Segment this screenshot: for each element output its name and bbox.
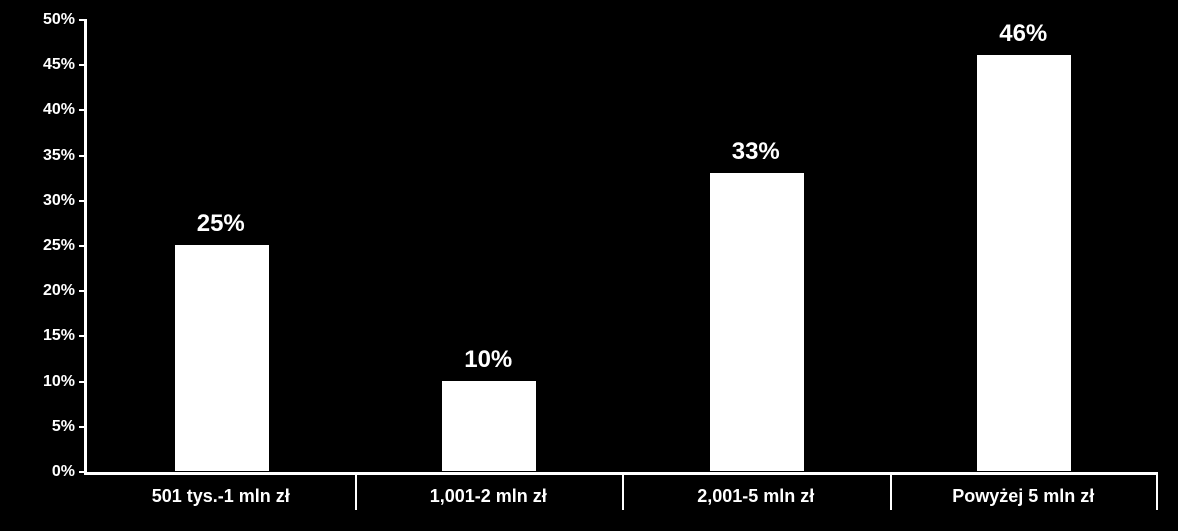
bar bbox=[976, 54, 1072, 472]
x-separator bbox=[355, 472, 357, 510]
bar-value-label: 46% bbox=[999, 20, 1047, 48]
y-tick-label: 10% bbox=[43, 373, 87, 391]
y-tick-label: 20% bbox=[43, 282, 87, 300]
y-tick-label: 35% bbox=[43, 147, 87, 165]
bar bbox=[709, 172, 805, 472]
y-tick-label: 5% bbox=[52, 418, 87, 436]
bar-value-label: 25% bbox=[197, 210, 245, 238]
x-separator bbox=[622, 472, 624, 510]
bar-chart: 0% 5% 10% 15% 20% 25% 30% 35% 40% 45% 50% 25% 501 ty… bbox=[0, 0, 1178, 531]
y-tick-label: 30% bbox=[43, 192, 87, 210]
plot-area: 0%5%10%15%20%25%30%35%40%45%50%25%501 ty… bbox=[84, 20, 1157, 475]
y-tick-label: 15% bbox=[43, 327, 87, 345]
y-tick-label: 45% bbox=[43, 56, 87, 74]
x-tick-label: Powyżej 5 mln zł bbox=[952, 486, 1094, 507]
x-separator bbox=[1156, 472, 1158, 510]
y-tick-label: 25% bbox=[43, 237, 87, 255]
y-tick-label: 0% bbox=[52, 463, 87, 481]
y-tick-label: 50% bbox=[43, 11, 87, 29]
x-tick-label: 2,001-5 mln zł bbox=[697, 486, 814, 507]
x-separator bbox=[890, 472, 892, 510]
x-tick-label: 1,001-2 mln zł bbox=[430, 486, 547, 507]
bar-value-label: 10% bbox=[464, 346, 512, 374]
bar-value-label: 33% bbox=[732, 138, 780, 166]
bar bbox=[441, 380, 537, 472]
bar bbox=[174, 244, 270, 472]
x-tick-label: 501 tys.-1 mln zł bbox=[152, 486, 290, 507]
y-tick-label: 40% bbox=[43, 101, 87, 119]
